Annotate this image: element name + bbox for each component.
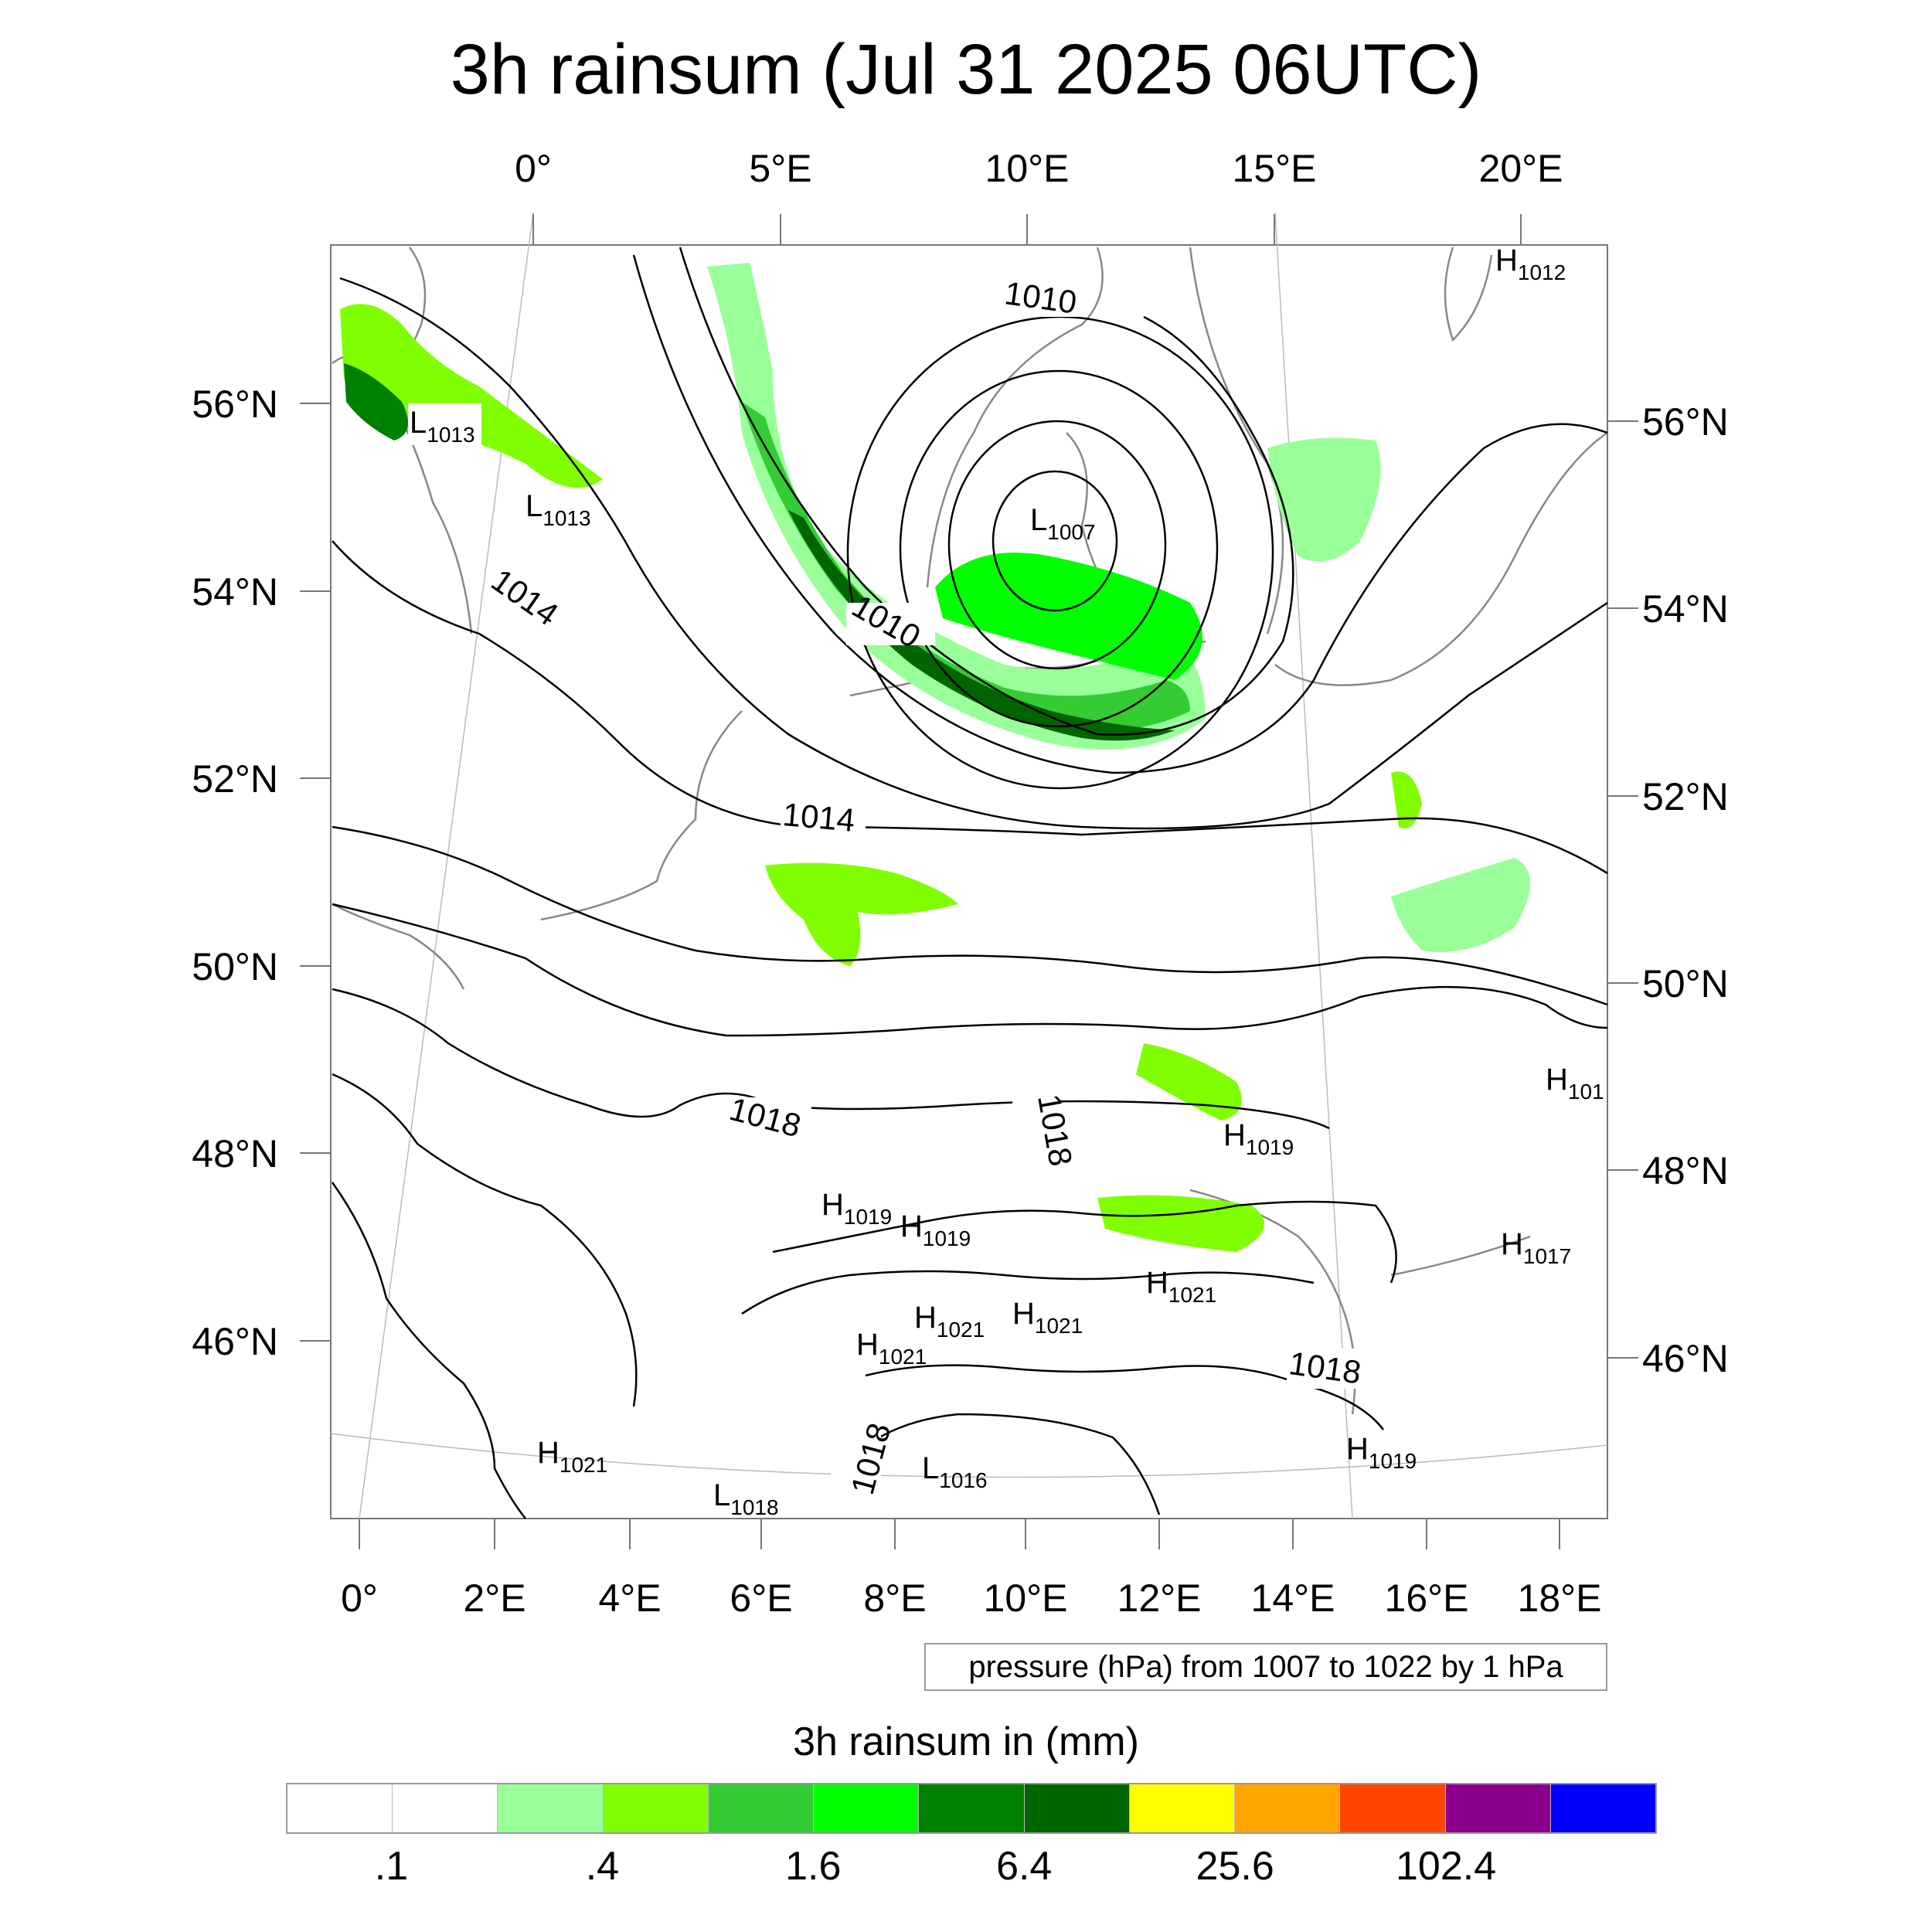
lat-label-right: 52°N	[1642, 775, 1729, 818]
pressure-centers: H1012 L1013 L1013 L1007 H101 H1019 H1019…	[408, 243, 1604, 1519]
pressure-center: L1013	[526, 489, 591, 530]
lat-label-left: 56°N	[192, 383, 278, 426]
tick-marks	[300, 214, 1638, 1549]
lat-label-left: 48°N	[192, 1132, 278, 1175]
pressure-center: H1019	[821, 1188, 892, 1229]
rain-center-low	[935, 553, 1202, 680]
right-lat-labels: 56°N 54°N 52°N 50°N 48°N 46°N	[1642, 400, 1729, 1380]
colorbar-title: 3h rainsum in (mm)	[793, 1719, 1139, 1764]
lon-label-bottom: 2°E	[463, 1577, 526, 1620]
colorbar-tick-label: 102.4	[1395, 1844, 1497, 1889]
pressure-center: H1021	[856, 1328, 927, 1369]
pressure-center: L1016	[922, 1451, 988, 1492]
lat-label-right: 46°N	[1642, 1337, 1729, 1380]
pressure-center: H1019	[1223, 1118, 1294, 1159]
colorbar	[286, 1783, 1657, 1834]
colorbar-box	[1445, 1784, 1551, 1832]
pressure-center: H1021	[537, 1436, 607, 1477]
pressure-center: H1019	[900, 1209, 971, 1250]
colorbar-tick-label: 6.4	[996, 1844, 1053, 1889]
colorbar-box	[1129, 1784, 1236, 1832]
lat-label-right: 50°N	[1642, 962, 1729, 1005]
pressure-center: H1021	[1012, 1297, 1083, 1338]
lon-label-bottom: 16°E	[1385, 1577, 1469, 1620]
top-lon-labels: 0° 5°E 10°E 15°E 20°E	[515, 147, 1563, 190]
rain-northwest-heavy	[344, 363, 408, 440]
colorbar-box	[1340, 1784, 1446, 1832]
colorbar-box	[814, 1784, 920, 1832]
colorbar-box	[708, 1784, 815, 1832]
colorbar-box	[1550, 1784, 1656, 1832]
colorbar-box	[603, 1784, 709, 1832]
contour-info-box: pressure (hPa) from 1007 to 1022 by 1 hP…	[924, 1643, 1607, 1691]
lon-label-bottom: 14°E	[1251, 1577, 1335, 1620]
lon-label-bottom: 12°E	[1117, 1577, 1202, 1620]
lon-label-bottom: 6°E	[730, 1577, 792, 1620]
bottom-lon-labels: 0° 2°E 4°E 6°E 8°E 10°E 12°E 14°E 16°E 1…	[341, 1577, 1601, 1620]
colorbar-tick-label: 1.6	[785, 1844, 842, 1889]
lat-label-right: 48°N	[1642, 1149, 1729, 1192]
lat-label-right: 54°N	[1642, 587, 1729, 631]
rain-alps-north	[1097, 1195, 1264, 1252]
pressure-center: L1007	[1030, 503, 1096, 544]
lon-label-top: 5°E	[749, 147, 811, 190]
lon-label-bottom: 0°	[341, 1577, 378, 1620]
isobar-labels: 1010 1010 1014 1014 1018 1018 1018 1018	[485, 274, 1372, 1507]
pressure-center: H1017	[1501, 1227, 1571, 1268]
colorbar-tick-label: .1	[374, 1844, 409, 1889]
lat-label-right: 56°N	[1642, 400, 1729, 444]
lon-label-bottom: 18°E	[1518, 1577, 1602, 1620]
pressure-center: H1021	[914, 1301, 985, 1342]
lon-label-bottom: 10°E	[984, 1577, 1068, 1620]
left-lat-labels: 56°N 54°N 52°N 50°N 48°N 46°N	[192, 383, 278, 1363]
rain-areas	[340, 263, 1530, 1252]
lat-label-left: 54°N	[192, 570, 278, 614]
colorbar-box	[287, 1784, 393, 1832]
lon-label-top: 20°E	[1479, 147, 1563, 190]
lon-label-top: 10°E	[985, 147, 1070, 190]
lon-label-bottom: 8°E	[863, 1577, 926, 1620]
colorbar-tick-label: 25.6	[1196, 1844, 1274, 1889]
map-title: 3h rainsum (Jul 31 2025 06UTC)	[450, 30, 1482, 109]
lat-label-left: 46°N	[192, 1320, 278, 1363]
colorbar-tick-label: .4	[585, 1844, 620, 1889]
pressure-center: H101	[1546, 1063, 1604, 1104]
colorbar-box	[498, 1784, 604, 1832]
rain-east-north	[1267, 437, 1381, 562]
pressure-center: H1012	[1495, 243, 1566, 284]
colorbar-box	[919, 1784, 1025, 1832]
rain-northwest-light	[340, 304, 603, 488]
colorbar-box	[1235, 1784, 1341, 1832]
isobar-label-1014-mid: 1014	[781, 796, 856, 838]
pressure-center: H1019	[1346, 1432, 1417, 1473]
rain-czech	[1391, 771, 1422, 828]
pressure-center: L1018	[713, 1478, 779, 1519]
rain-benelux	[765, 862, 958, 966]
rain-bavaria	[1136, 1043, 1242, 1121]
lon-label-top: 0°	[515, 147, 552, 190]
colorbar-box	[393, 1784, 498, 1832]
lat-label-left: 52°N	[192, 757, 278, 801]
pressure-center: H1021	[1146, 1266, 1216, 1307]
pressure-center: L1013	[410, 406, 475, 447]
lat-label-left: 50°N	[192, 945, 278, 988]
colorbar-box	[1024, 1784, 1130, 1832]
rain-frontal-band-heavy	[788, 510, 1175, 741]
rain-poland	[1391, 858, 1530, 952]
lon-label-bottom: 4°E	[598, 1577, 661, 1620]
lon-label-top: 15°E	[1233, 147, 1317, 190]
